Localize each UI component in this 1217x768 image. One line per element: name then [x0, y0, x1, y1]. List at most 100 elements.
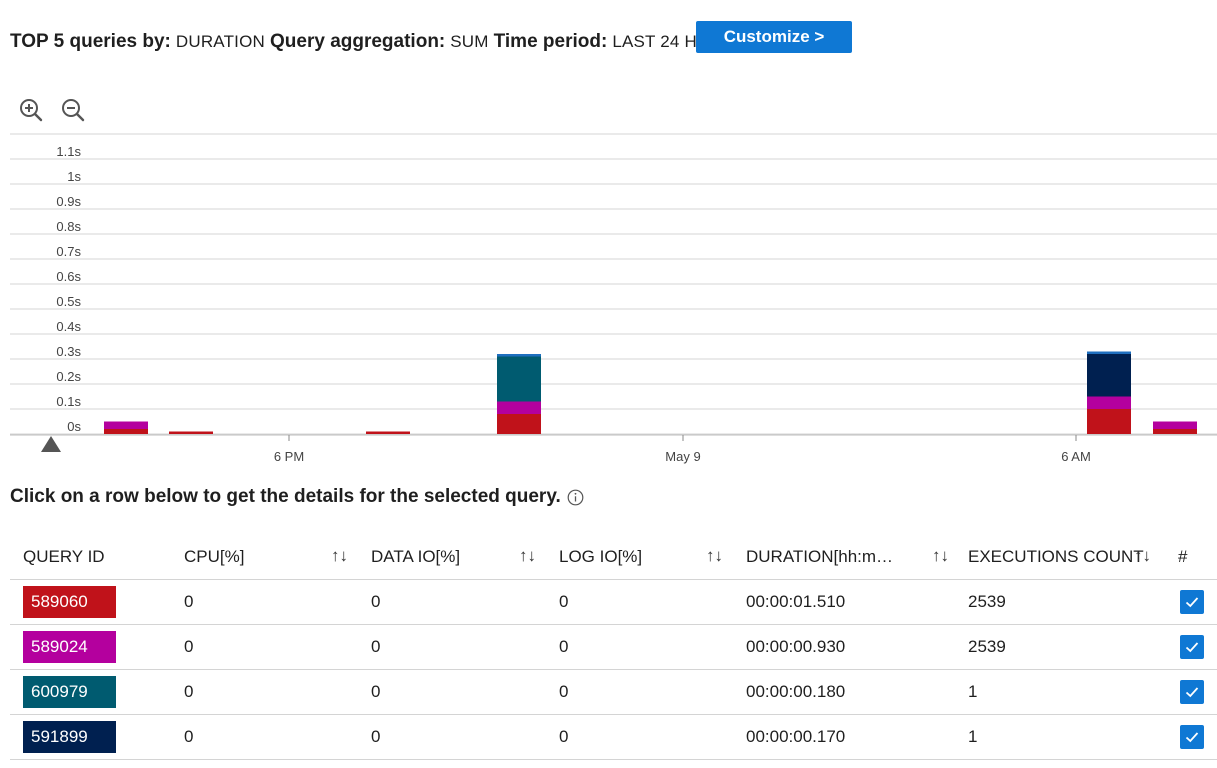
chart-bars: [104, 351, 1197, 435]
sort-data-io-icon[interactable]: ↑↓: [519, 546, 536, 565]
col-query-id[interactable]: QUERY ID: [10, 534, 171, 580]
query-id-cell: 589060: [10, 579, 171, 625]
customize-button[interactable]: Customize >: [696, 21, 852, 53]
aggregation-value: SUM: [450, 32, 489, 51]
col-executions[interactable]: EXECUTIONS COUNT ↑↓: [955, 534, 1165, 580]
checkmark-icon: [1185, 641, 1199, 652]
zoom-in-icon[interactable]: [18, 97, 44, 123]
query-id-cell: 600979: [10, 669, 171, 715]
chart-grid: [10, 133, 1217, 435]
col-cpu-label: CPU[%]: [184, 546, 245, 566]
duration-cell: 00:00:00.180: [733, 669, 955, 715]
duration-cell: 00:00:01.510: [733, 579, 955, 625]
query-id-cell: 589024: [10, 624, 171, 670]
x-tick-label: May 9: [665, 449, 700, 464]
sort-log-io-icon[interactable]: ↑↓: [706, 546, 723, 565]
table-row[interactable]: 589024 0 0 0 00:00:00.930 2539: [10, 624, 1217, 670]
select-cell: [1165, 579, 1217, 625]
y-tick-label: 0.5s: [56, 294, 81, 309]
cpu-cell: 0: [171, 579, 358, 625]
bar-segment-other[interactable]: [1087, 351, 1131, 355]
executions-cell: 2539: [955, 579, 1165, 625]
bar-segment-589024[interactable]: [497, 401, 541, 415]
bar-segment-589060[interactable]: [104, 429, 148, 434]
y-tick-label: 0s: [67, 419, 81, 434]
checkmark-icon: [1185, 596, 1199, 607]
row-hint-text: Click on a row below to get the details …: [10, 486, 561, 507]
y-tick-label: 0.2s: [56, 369, 81, 384]
log-io-cell: 0: [546, 579, 733, 625]
table-row[interactable]: 589060 0 0 0 00:00:01.510 2539: [10, 579, 1217, 625]
y-axis-labels: 0s 0.1s 0.2s 0.3s 0.4s 0.5s 0.6s 0.7s 0.8s 0.9s 1s…: [56, 144, 81, 434]
log-io-cell: 0: [546, 714, 733, 760]
bar-segment-other[interactable]: [497, 354, 541, 357]
top-label: TOP 5 queries by:: [10, 31, 171, 52]
bar-segment-589060[interactable]: [169, 431, 213, 435]
duration-chart: 0s 0.1s 0.2s 0.3s 0.4s 0.5s 0.6s 0.7s 0.8s 0.9s 1s…: [10, 133, 1217, 464]
data-io-cell: 0: [358, 624, 546, 670]
table-row[interactable]: 591899 0 0 0 00:00:00.170 1: [10, 714, 1217, 760]
col-executions-label: EXECUTIONS COUNT: [968, 546, 1144, 566]
cpu-cell: 0: [171, 624, 358, 670]
col-data-io[interactable]: DATA IO[%] ↑↓: [358, 534, 546, 580]
cpu-cell: 0: [171, 714, 358, 760]
executions-cell: 2539: [955, 624, 1165, 670]
bar-segment-589060[interactable]: [1087, 409, 1131, 434]
col-select-label: #: [1178, 546, 1188, 566]
bar-segment-589060[interactable]: [497, 414, 541, 434]
sort-cpu-icon[interactable]: ↑↓: [331, 546, 348, 565]
cpu-cell: 0: [171, 669, 358, 715]
zoom-out-icon[interactable]: [60, 97, 86, 123]
bar-segment-589024[interactable]: [1153, 421, 1197, 430]
y-tick-label: 0.3s: [56, 344, 81, 359]
row-checkbox[interactable]: [1180, 679, 1204, 704]
query-id-badge[interactable]: 591899: [23, 721, 116, 753]
y-tick-label: 1.1s: [56, 144, 81, 159]
duration-cell: 00:00:00.170: [733, 714, 955, 760]
table-header-row: QUERY ID CPU[%] ↑↓ DATA IO[%] ↑↓ LOG IO[%]…: [10, 534, 1217, 580]
sort-executions-icon[interactable]: ↑↓: [1134, 546, 1151, 565]
col-log-io-label: LOG IO[%]: [559, 546, 643, 566]
y-tick-label: 0.1s: [56, 394, 81, 409]
data-io-cell: 0: [358, 714, 546, 760]
col-duration[interactable]: DURATION[hh:mm:s... ↑↓: [733, 534, 955, 580]
bar-segment-600979[interactable]: [497, 356, 541, 402]
col-log-io[interactable]: LOG IO[%] ↑↓: [546, 534, 733, 580]
bar-segment-591899[interactable]: [1087, 354, 1131, 397]
row-checkbox[interactable]: [1180, 589, 1204, 614]
y-tick-label: 0.8s: [56, 219, 81, 234]
y-tick-label: 0.9s: [56, 194, 81, 209]
queries-table: QUERY ID CPU[%] ↑↓ DATA IO[%] ↑↓ LOG IO[%]…: [10, 534, 1217, 760]
table-row[interactable]: 600979 0 0 0 00:00:00.180 1: [10, 669, 1217, 715]
query-id-badge[interactable]: 589060: [23, 586, 116, 618]
col-cpu[interactable]: CPU[%] ↑↓: [171, 534, 358, 580]
x-axis-ticks: 6 PM May 9 6 AM: [274, 435, 1091, 464]
row-checkbox[interactable]: [1180, 724, 1204, 749]
top-value: DURATION: [175, 32, 265, 51]
query-id-badge[interactable]: 589024: [23, 631, 116, 663]
x-tick-label: 6 PM: [274, 449, 304, 464]
time-slider-handle[interactable]: [41, 436, 61, 452]
log-io-cell: 0: [546, 669, 733, 715]
select-cell: [1165, 624, 1217, 670]
query-header: TOP 5 queries by: DURATION Query aggrega…: [10, 24, 726, 60]
y-tick-label: 0.4s: [56, 319, 81, 334]
bar-segment-589060[interactable]: [1153, 429, 1197, 434]
bar-segment-589024[interactable]: [1087, 396, 1131, 410]
checkmark-icon: [1185, 731, 1199, 742]
col-duration-label: DURATION[hh:mm:s...: [746, 546, 896, 566]
aggregation-label: Query aggregation:: [270, 31, 446, 52]
query-id-cell: 591899: [10, 714, 171, 760]
row-checkbox[interactable]: [1180, 634, 1204, 659]
x-tick-label: 6 AM: [1061, 449, 1091, 464]
info-icon[interactable]: [567, 489, 584, 506]
executions-cell: 1: [955, 669, 1165, 715]
y-tick-label: 0.7s: [56, 244, 81, 259]
bar-segment-589024[interactable]: [104, 421, 148, 430]
row-hint: Click on a row below to get the details …: [10, 486, 584, 508]
query-id-badge[interactable]: 600979: [23, 676, 116, 708]
sort-duration-icon[interactable]: ↑↓: [932, 546, 949, 565]
data-io-cell: 0: [358, 579, 546, 625]
bar-segment-589060[interactable]: [366, 431, 410, 435]
select-cell: [1165, 714, 1217, 760]
